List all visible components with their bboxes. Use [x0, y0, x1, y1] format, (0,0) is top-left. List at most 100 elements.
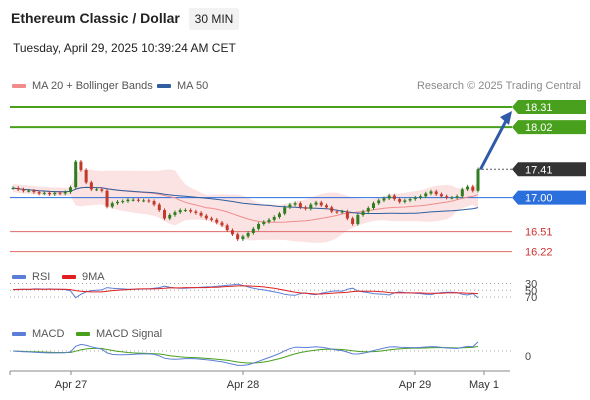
candle	[387, 195, 391, 199]
candle	[95, 189, 99, 191]
candle	[48, 192, 52, 195]
candle	[126, 199, 130, 202]
candle	[361, 211, 365, 215]
candle	[53, 192, 57, 195]
candle	[194, 211, 198, 213]
candle	[42, 192, 46, 194]
candle	[382, 198, 386, 201]
candle	[225, 225, 229, 231]
current-price-tag	[512, 162, 586, 177]
rsi-level-label: 50	[525, 285, 537, 297]
macd-signal-swatch-icon	[76, 332, 90, 336]
candle	[147, 200, 151, 202]
candle	[408, 199, 412, 201]
candle	[319, 202, 323, 206]
candle	[79, 161, 83, 170]
legend-ma20-label: MA 20 + Bollinger Bands	[32, 80, 153, 92]
macd-zero-label: 0	[525, 351, 531, 363]
pivot-tag	[512, 190, 586, 205]
legend-ma50: MA 50	[157, 80, 208, 92]
credit-text: Research © 2025 Trading Central	[416, 80, 581, 92]
candle	[340, 211, 344, 213]
rsi-ma-line	[13, 285, 479, 295]
candle	[241, 236, 245, 240]
candle	[21, 189, 25, 191]
candle	[288, 204, 292, 208]
candle	[178, 210, 182, 213]
ma20-swatch-icon	[12, 84, 26, 88]
candle	[403, 200, 407, 202]
candle	[89, 182, 93, 190]
candle	[215, 219, 219, 223]
candle	[131, 199, 135, 201]
candle	[16, 187, 20, 190]
resistance-1-label: 18.31	[525, 102, 553, 114]
candle	[366, 208, 370, 212]
candle	[230, 230, 234, 235]
candle	[309, 204, 313, 209]
legend-rsi: RSI	[12, 271, 50, 283]
candle	[74, 161, 78, 188]
timeframe-badge[interactable]: 30 MIN	[189, 8, 239, 30]
candle	[372, 203, 376, 209]
support-2-label: 16.22	[525, 247, 553, 259]
macd-line	[12, 341, 479, 366]
candle	[413, 197, 417, 200]
candle	[267, 219, 271, 222]
candle	[450, 197, 454, 199]
legend-macd: MACD	[12, 328, 64, 340]
candle	[460, 189, 464, 197]
page-title: Ethereum Classic / Dollar	[11, 10, 180, 26]
candle	[424, 193, 428, 197]
rsi-level-label: 30	[525, 279, 537, 291]
candle	[84, 169, 88, 183]
candle	[476, 169, 480, 191]
candle	[27, 190, 31, 192]
candle	[439, 194, 443, 197]
forecast-arrowhead-icon	[500, 111, 512, 125]
legend-ma20: MA 20 + Bollinger Bands	[12, 80, 153, 92]
candle	[199, 212, 203, 216]
candle	[105, 190, 109, 207]
candle	[293, 203, 297, 205]
candle	[445, 196, 449, 198]
legend-ma50-label: MA 50	[177, 80, 209, 92]
bollinger-band	[13, 169, 478, 243]
candle	[351, 218, 355, 224]
rsi-level-label: 70	[525, 292, 537, 304]
candle	[335, 211, 339, 213]
candle	[324, 205, 328, 208]
candle	[377, 200, 381, 204]
candle	[11, 187, 15, 189]
candle	[330, 207, 334, 212]
candle	[434, 191, 438, 195]
candle	[246, 232, 250, 237]
candle	[142, 200, 146, 202]
candle	[136, 199, 140, 201]
macd-swatch-icon	[12, 332, 26, 336]
candle	[471, 186, 475, 191]
candle	[220, 222, 224, 226]
candle	[345, 211, 349, 219]
candle	[257, 223, 261, 229]
x-tick-label: May 1	[469, 379, 499, 391]
legend-rsi-label: RSI	[32, 271, 51, 283]
forecast-arrow	[479, 115, 510, 170]
candle	[356, 214, 360, 224]
candle	[68, 187, 72, 193]
candle	[419, 196, 423, 198]
candle	[251, 228, 255, 233]
candle	[398, 199, 402, 202]
legend-rsi-ma-label: 9MA	[82, 271, 105, 283]
macd-signal-line	[12, 345, 479, 364]
legend-rsi-ma: 9MA	[62, 271, 105, 283]
rsi-swatch-icon	[12, 275, 26, 279]
x-tick-label: Apr 29	[399, 379, 431, 391]
candle	[168, 214, 172, 219]
candle	[32, 190, 36, 193]
candle	[236, 234, 240, 240]
candle	[314, 202, 318, 205]
candle	[262, 221, 266, 224]
candle	[183, 210, 187, 212]
